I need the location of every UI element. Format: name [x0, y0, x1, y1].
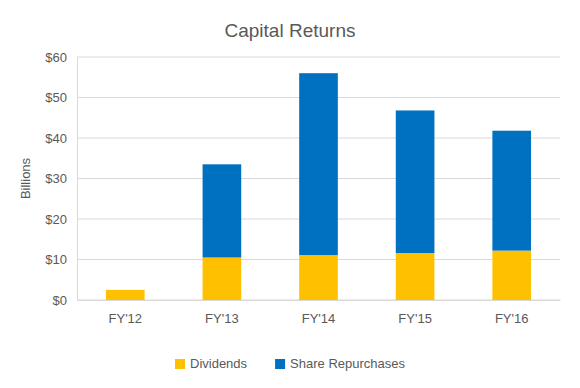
y-tick: $20: [45, 212, 77, 227]
grid-line: [77, 57, 560, 58]
series: [203, 73, 531, 257]
bar: [203, 257, 242, 300]
legend-item: Share Repurchases: [275, 356, 405, 371]
chart: $0 $10 $20 $30 $40 $50 $60 FY'12 FY'13 FY'14 FY'15…: [0, 0, 580, 388]
x-tick: FY'13: [205, 300, 239, 326]
x-tick: FY'14: [302, 300, 336, 326]
bar: [106, 290, 145, 300]
bars: [106, 73, 531, 300]
y-tick-label: $40: [45, 131, 67, 146]
y-tick-label: $0: [53, 293, 67, 308]
y-tick: $30: [45, 171, 77, 186]
legend-label: Dividends: [190, 356, 248, 371]
y-tick-label: $30: [45, 171, 67, 186]
x-tick-label: FY'14: [302, 311, 336, 326]
y-tick-label: $50: [45, 90, 67, 105]
y-tick: $40: [45, 131, 77, 146]
bar: [106, 289, 145, 290]
series: [106, 251, 531, 300]
x-tick-label: FY'15: [398, 311, 432, 326]
bar: [396, 110, 435, 253]
bar: [299, 73, 338, 255]
bar: [492, 131, 531, 251]
x-axis: FY'12 FY'13 FY'14 FY'15 FY'16: [78, 300, 561, 326]
y-axis-title: Billions: [18, 157, 33, 199]
y-tick-label: $10: [45, 252, 67, 267]
bar: [203, 164, 242, 257]
bar: [299, 255, 338, 300]
y-tick-label: $60: [45, 50, 67, 65]
legend-label: Share Repurchases: [290, 356, 405, 371]
legend-swatch: [275, 359, 285, 369]
plot-area: $0 $10 $20 $30 $40 $50 $60 FY'12 FY'13 FY'14 FY'15…: [45, 50, 560, 327]
legend-item: Dividends: [175, 356, 248, 371]
x-tick-label: FY'16: [495, 311, 529, 326]
x-tick-label: FY'13: [205, 311, 239, 326]
y-axis: $0 $10 $20 $30 $40 $50 $60: [45, 50, 77, 308]
x-tick: FY'16: [495, 300, 529, 326]
x-tick: FY'15: [398, 300, 432, 326]
bar: [492, 251, 531, 300]
legend: Dividends Share Repurchases: [175, 356, 405, 371]
y-tick-label: $20: [45, 212, 67, 227]
x-tick: FY'12: [109, 300, 143, 326]
bar: [396, 253, 435, 300]
y-tick: $60: [45, 50, 77, 65]
x-tick-label: FY'12: [109, 311, 143, 326]
title: Capital Returns: [225, 20, 356, 41]
y-tick: $50: [45, 90, 77, 105]
x-axis-line: [78, 300, 561, 301]
y-tick: $10: [45, 252, 77, 267]
grid: [77, 57, 560, 300]
y-tick: $0: [53, 293, 77, 308]
legend-swatch: [175, 359, 185, 369]
y-axis-line: [77, 58, 78, 301]
